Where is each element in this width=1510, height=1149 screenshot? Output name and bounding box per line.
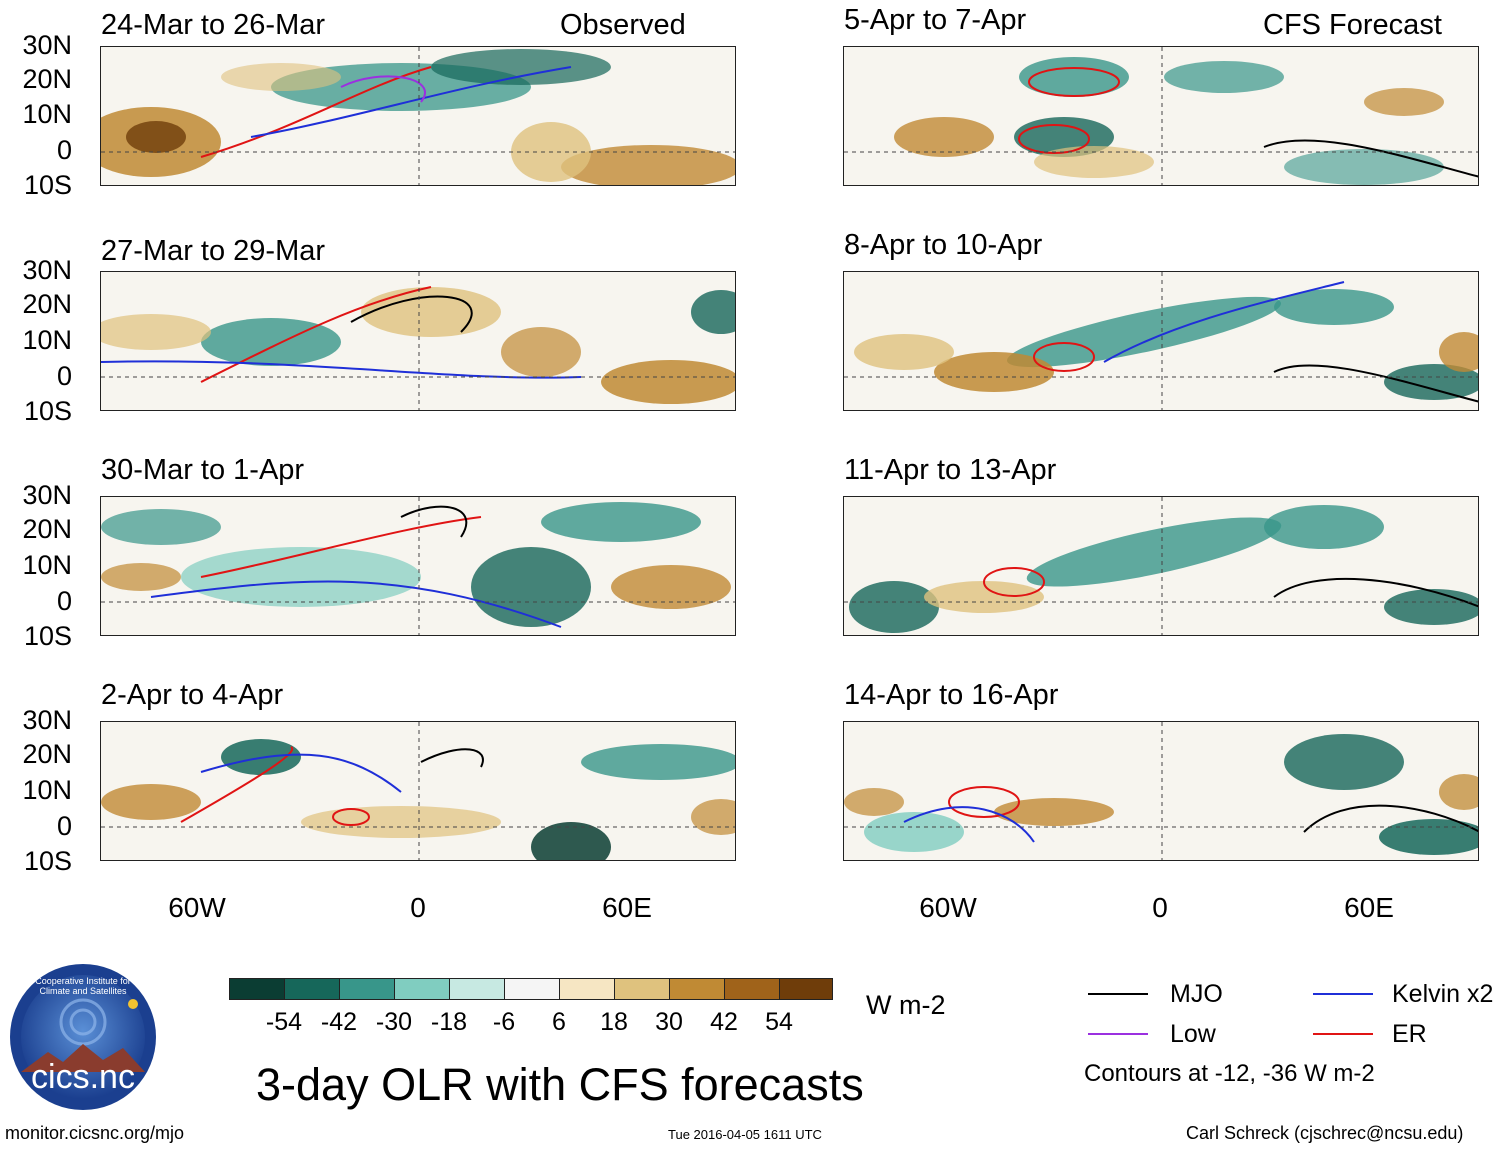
- olr-map-1: [101, 47, 735, 185]
- colorbar-label: 6: [552, 1008, 566, 1036]
- observed-label: Observed: [560, 9, 686, 41]
- olr-map-8: [844, 722, 1478, 860]
- legend-note: Contours at -12, -36 W m-2: [1084, 1060, 1375, 1087]
- x-tick: 60W: [168, 892, 226, 923]
- colorbar-swatch: [724, 978, 780, 1000]
- y-tick: 10N: [22, 775, 72, 805]
- y-tick: 30N: [22, 705, 72, 735]
- panel-title-7: 2-Apr to 4-Apr: [101, 679, 284, 711]
- colorbar-swatch: [229, 978, 285, 1000]
- y-tick: 20N: [22, 289, 72, 319]
- map-panel-3: [100, 271, 736, 411]
- colorbar-swatch: [394, 978, 450, 1000]
- x-tick: 60E: [1344, 892, 1394, 923]
- map-panel-5: [100, 496, 736, 636]
- panel-title-3: 27-Mar to 29-Mar: [101, 235, 326, 267]
- y-tick: 10S: [23, 621, 72, 651]
- olr-map-5: [101, 497, 735, 635]
- colorbar-swatch: [669, 978, 725, 1000]
- y-tick: 0: [56, 135, 72, 165]
- olr-map-4: [844, 272, 1478, 410]
- y-tick: 0: [56, 361, 72, 391]
- y-tick: 10S: [23, 396, 72, 426]
- map-panel-6: [843, 496, 1479, 636]
- main-title: 3-day OLR with CFS forecasts: [256, 1059, 864, 1110]
- y-tick: 10N: [22, 550, 72, 580]
- footer-url[interactable]: monitor.cicsnc.org/mjo: [5, 1123, 185, 1143]
- panel-title-1: 24-Mar to 26-Mar: [101, 9, 326, 41]
- y-tick: 30N: [22, 480, 72, 510]
- colorbar-label: -30: [375, 1008, 413, 1036]
- legend-label-er: ER: [1392, 1020, 1427, 1048]
- footer-timestamp: Tue 2016-04-05 1611 UTC: [668, 1127, 822, 1142]
- logo-text: cics.nc: [31, 1058, 135, 1096]
- colorbar-swatch: [449, 978, 505, 1000]
- x-tick: 0: [410, 892, 426, 923]
- cics-logo: cics.nc Cooperative Institute for Climat…: [8, 962, 158, 1112]
- legend-label-kelvin: Kelvin x2: [1392, 980, 1494, 1008]
- olr-map-7: [101, 722, 735, 860]
- y-tick: 20N: [22, 64, 72, 94]
- y-tick: 0: [56, 811, 72, 841]
- x-tick: 60W: [919, 892, 977, 923]
- colorbar-label: 42: [710, 1008, 738, 1036]
- x-tick: 0: [1152, 892, 1168, 923]
- colorbar-swatch: [339, 978, 395, 1000]
- map-panel-2: [843, 46, 1479, 186]
- panel-title-8: 14-Apr to 16-Apr: [844, 679, 1059, 711]
- legend-line-low: [1088, 1033, 1148, 1035]
- colorbar-swatch: [284, 978, 340, 1000]
- colorbar-swatch: [559, 978, 615, 1000]
- colorbar-label: -42: [320, 1008, 358, 1036]
- colorbar-label: -54: [265, 1008, 303, 1036]
- x-tick: 60E: [602, 892, 652, 923]
- y-tick: 10S: [23, 170, 72, 200]
- y-tick: 10N: [22, 99, 72, 129]
- colorbar-label: 30: [655, 1008, 683, 1036]
- panel-title-5: 30-Mar to 1-Apr: [101, 454, 305, 486]
- colorbar-swatch: [614, 978, 670, 1000]
- y-tick: 20N: [22, 739, 72, 769]
- panel-title-4: 8-Apr to 10-Apr: [844, 229, 1043, 261]
- map-panel-8: [843, 721, 1479, 861]
- map-panel-7: [100, 721, 736, 861]
- legend-label-low: Low: [1170, 1020, 1216, 1048]
- map-panel-4: [843, 271, 1479, 411]
- cfs-forecast-label: CFS Forecast: [1263, 9, 1442, 41]
- panel-title-2: 5-Apr to 7-Apr: [844, 4, 1027, 36]
- panel-title-6: 11-Apr to 13-Apr: [844, 454, 1057, 486]
- y-tick: 20N: [22, 514, 72, 544]
- colorbar-label: 18: [600, 1008, 628, 1036]
- logo-icon: [10, 964, 156, 1110]
- olr-map-2: [844, 47, 1478, 185]
- y-tick: 10S: [23, 846, 72, 876]
- legend-line-mjo: [1088, 993, 1148, 995]
- legend-label-mjo: MJO: [1170, 980, 1223, 1008]
- map-panel-1: [100, 46, 736, 186]
- y-tick: 30N: [22, 255, 72, 285]
- olr-map-3: [101, 272, 735, 410]
- colorbar-units: W m-2: [866, 990, 946, 1020]
- y-tick: 0: [56, 586, 72, 616]
- legend-line-er: [1313, 1033, 1373, 1035]
- colorbar-swatch: [779, 978, 833, 1000]
- footer-author: Carl Schreck (cjschrec@ncsu.edu): [1186, 1123, 1464, 1143]
- colorbar-label: 54: [765, 1008, 793, 1036]
- colorbar-label: -6: [492, 1008, 516, 1036]
- olr-map-6: [844, 497, 1478, 635]
- colorbar-swatch: [504, 978, 560, 1000]
- y-tick: 10N: [22, 325, 72, 355]
- legend-line-kelvin: [1313, 993, 1373, 995]
- y-tick: 30N: [22, 30, 72, 60]
- colorbar-label: -18: [430, 1008, 468, 1036]
- logo-ring-text: Cooperative Institute for Climate and Sa…: [35, 976, 131, 996]
